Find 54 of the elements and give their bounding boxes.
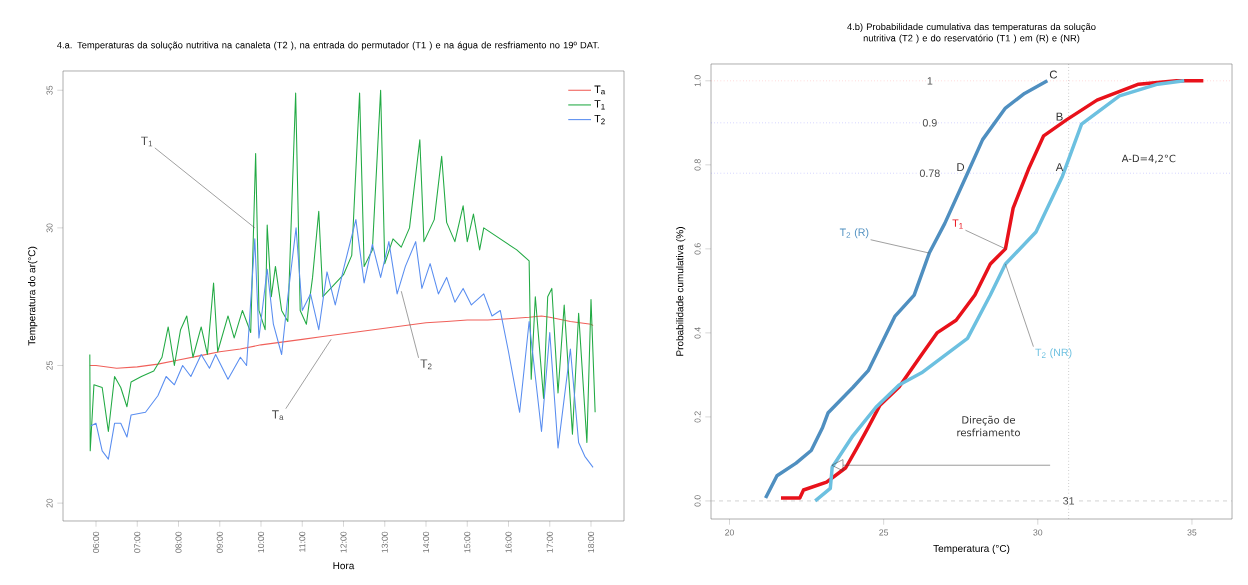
line-series xyxy=(90,219,594,468)
legend-label: T$_{1}$ xyxy=(594,100,605,110)
x-axis-title: Temperatura (°C) xyxy=(933,544,1010,555)
x-tick-label: 14:00 xyxy=(422,531,430,553)
text: T$_{1}$ xyxy=(952,219,963,229)
x-tick-label: 15:00 xyxy=(464,531,471,553)
x-tick-label: 17:00 xyxy=(546,531,553,553)
text: T$_{2}$ (R) xyxy=(839,228,869,239)
annotation: A xyxy=(1055,163,1064,171)
x-tick-label: 35 xyxy=(1187,529,1197,536)
y-axis-title: Temperatura do ar(°C) xyxy=(28,246,38,346)
chart-title: 4.a. Temperaturas da solução nutritiva na canaleta (T2 ), na entrada do permutador (T1 ) e na água de resfriamento no 19º DAT. xyxy=(57,41,599,51)
text: T$_{2}$ (NR) xyxy=(1035,348,1072,359)
y-tick-label: 35 xyxy=(46,85,53,95)
x-tick-label: 13:00 xyxy=(381,531,388,553)
y-tick-label: 30 xyxy=(46,223,53,233)
ref-line-label: 0.9 xyxy=(922,119,937,127)
y-tick-label: 20 xyxy=(46,498,53,508)
y-tick-label: 0.6 xyxy=(694,243,701,255)
y-tick-label: 0.4 xyxy=(694,327,701,339)
x-tick-label: 11:00 xyxy=(299,531,306,552)
ref-line-label: 0.78 xyxy=(919,169,940,178)
annotation: T$_{1}$ xyxy=(141,136,153,147)
x-tick-label: 07:00 xyxy=(134,531,141,553)
ref-line-label: 31 xyxy=(1063,497,1075,505)
legend-label: T$_{a}$ xyxy=(594,85,606,95)
x-tick-label: 20 xyxy=(725,529,734,536)
line-series xyxy=(763,79,1050,500)
annotation: A-D=4,2°C xyxy=(1121,154,1176,164)
x-tick-label: 25 xyxy=(879,529,889,536)
y-axis-title: Probabilidade cumulativa (%) xyxy=(676,227,686,356)
x-tick-label: 08:00 xyxy=(175,531,182,553)
y-tick-label: 25 xyxy=(46,361,53,370)
y-tick-label: 0.8 xyxy=(694,159,701,171)
x-tick-label: 12:00 xyxy=(340,531,347,553)
x-tick-label: 09:00 xyxy=(216,531,223,553)
annotation: Direção de resfriamento xyxy=(957,415,1020,437)
x-tick-label: 10:00 xyxy=(257,531,265,553)
annotation: T$_{a}$ xyxy=(272,410,284,420)
y-tick-label: 0.0 xyxy=(694,495,701,507)
x-axis-title: Hora xyxy=(333,562,355,570)
y-tick-label: 0.2 xyxy=(694,411,701,423)
annotation: D xyxy=(957,163,965,171)
ref-line-label: 1 xyxy=(927,77,933,85)
x-tick-label: 30 xyxy=(1033,529,1043,536)
x-tick-label: 16:00 xyxy=(505,531,512,553)
x-tick-label: 18:00 xyxy=(587,531,595,553)
legend-label: T$_{2}$ xyxy=(594,114,605,125)
chart-title: 4.b) Probabilidade cumulativa das temperaturas da solução nutritiva (T2 ) e do reservatório (T1 ) em (R) e (NR) xyxy=(847,23,1096,44)
annotation: T$_{2}$ xyxy=(420,359,432,370)
annotation: C xyxy=(1049,70,1058,79)
annotation: B xyxy=(1056,112,1063,121)
x-tick-label: 06:00 xyxy=(92,531,100,553)
y-tick-label: 1.0 xyxy=(694,75,701,87)
